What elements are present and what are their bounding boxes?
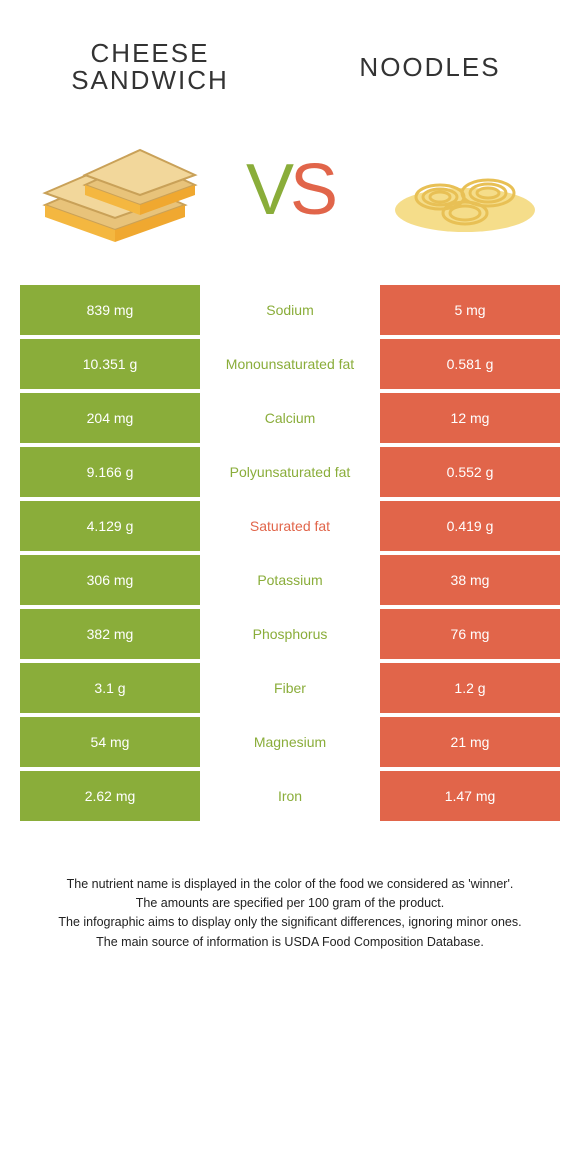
value-left: 10.351 g (20, 339, 200, 389)
vs-label: VS (246, 149, 334, 231)
nutrient-label: Phosphorus (200, 609, 380, 659)
table-row: 839 mgSodium5 mg (20, 285, 560, 335)
value-left: 3.1 g (20, 663, 200, 713)
images-row: VS (0, 105, 580, 285)
table-row: 10.351 gMonounsaturated fat0.581 g (20, 339, 560, 389)
value-right: 1.2 g (380, 663, 560, 713)
value-left: 4.129 g (20, 501, 200, 551)
value-right: 5 mg (380, 285, 560, 335)
sandwich-icon (30, 135, 200, 245)
header: CHEESE SANDWICH NOODLES (0, 0, 580, 105)
value-left: 839 mg (20, 285, 200, 335)
nutrient-label: Magnesium (200, 717, 380, 767)
footer-line: The amounts are specified per 100 gram o… (30, 894, 550, 913)
value-left: 54 mg (20, 717, 200, 767)
table-row: 204 mgCalcium12 mg (20, 393, 560, 443)
footer: The nutrient name is displayed in the co… (0, 825, 580, 953)
title-right: NOODLES (330, 54, 530, 81)
table-row: 382 mgPhosphorus76 mg (20, 609, 560, 659)
nutrient-label: Fiber (200, 663, 380, 713)
nutrient-label: Iron (200, 771, 380, 821)
value-right: 21 mg (380, 717, 560, 767)
vs-v: V (246, 150, 290, 230)
value-left: 306 mg (20, 555, 200, 605)
table-row: 3.1 gFiber1.2 g (20, 663, 560, 713)
value-left: 9.166 g (20, 447, 200, 497)
table-row: 9.166 gPolyunsaturated fat0.552 g (20, 447, 560, 497)
value-right: 38 mg (380, 555, 560, 605)
value-right: 0.419 g (380, 501, 560, 551)
nutrient-label: Saturated fat (200, 501, 380, 551)
table-row: 2.62 mgIron1.47 mg (20, 771, 560, 821)
footer-line: The main source of information is USDA F… (30, 933, 550, 952)
table-row: 54 mgMagnesium21 mg (20, 717, 560, 767)
value-right: 1.47 mg (380, 771, 560, 821)
vs-s: S (290, 150, 334, 230)
nutrient-label: Sodium (200, 285, 380, 335)
value-left: 382 mg (20, 609, 200, 659)
nutrient-table: 839 mgSodium5 mg10.351 gMonounsaturated … (20, 285, 560, 821)
nutrient-label: Calcium (200, 393, 380, 443)
value-left: 204 mg (20, 393, 200, 443)
value-right: 76 mg (380, 609, 560, 659)
value-right: 0.581 g (380, 339, 560, 389)
nutrient-label: Polyunsaturated fat (200, 447, 380, 497)
value-left: 2.62 mg (20, 771, 200, 821)
nutrient-label: Potassium (200, 555, 380, 605)
footer-line: The nutrient name is displayed in the co… (30, 875, 550, 894)
table-row: 4.129 gSaturated fat0.419 g (20, 501, 560, 551)
nutrient-label: Monounsaturated fat (200, 339, 380, 389)
title-left: CHEESE SANDWICH (50, 40, 250, 95)
noodles-icon (380, 135, 550, 245)
table-row: 306 mgPotassium38 mg (20, 555, 560, 605)
value-right: 12 mg (380, 393, 560, 443)
value-right: 0.552 g (380, 447, 560, 497)
footer-line: The infographic aims to display only the… (30, 913, 550, 932)
